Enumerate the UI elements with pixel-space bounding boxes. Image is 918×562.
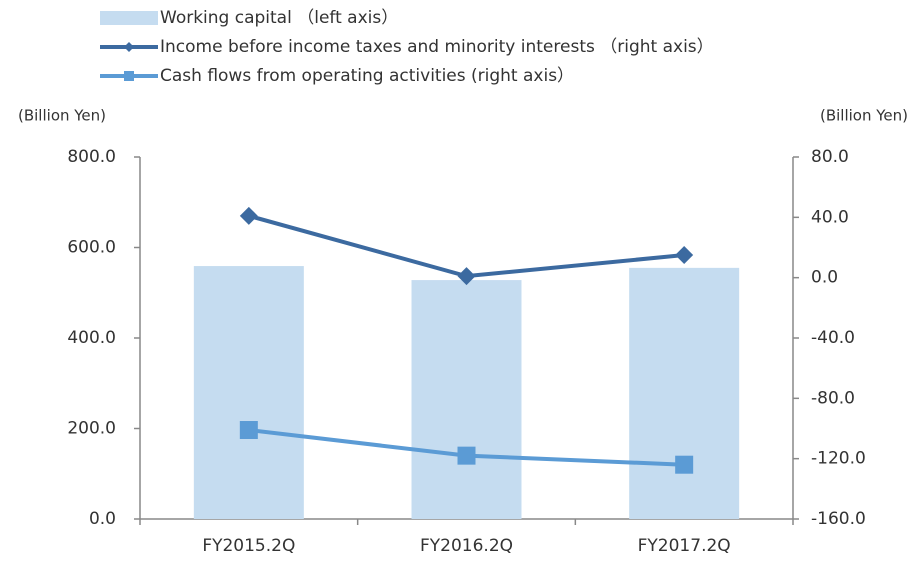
y2-tick-label: 80.0 [811, 147, 849, 167]
y-tick-label: 400.0 [67, 328, 116, 348]
y2-tick-label: 40.0 [811, 207, 849, 227]
y-tick-label: 800.0 [67, 147, 116, 167]
y2-tick-label: -120.0 [811, 449, 866, 469]
bar [629, 267, 740, 519]
y-tick-label: 0.0 [89, 509, 116, 529]
legend-label: Income before income taxes and minority … [160, 37, 714, 57]
x-tick-label: FY2017.2Q [638, 536, 731, 556]
y2-tick-label: -40.0 [811, 328, 855, 348]
bar [193, 266, 304, 519]
y2-axis-label: (Billion Yen) [820, 107, 908, 125]
point [239, 206, 258, 225]
legend-swatch [100, 11, 158, 25]
point [675, 246, 694, 265]
legend-marker [124, 71, 134, 81]
y-tick-label: 200.0 [67, 419, 116, 439]
line [248, 213, 685, 279]
x-tick-label: FY2016.2Q [420, 536, 513, 556]
y2-tick-label: -80.0 [811, 388, 855, 408]
legend-label: Working capital （left axis） [160, 8, 398, 28]
point [239, 421, 258, 440]
y2-tick-label: -160.0 [811, 509, 866, 529]
point [457, 267, 476, 286]
bar [411, 280, 522, 519]
point [457, 446, 476, 465]
y-tick-label: 600.0 [67, 238, 116, 258]
point [675, 455, 694, 474]
legend-label: Cash flows from operating activities (ri… [160, 66, 574, 86]
x-tick-label: FY2015.2Q [202, 536, 295, 556]
legend-marker [124, 42, 134, 52]
y-axis-label: (Billion Yen) [18, 107, 106, 125]
y2-tick-label: 0.0 [811, 268, 838, 288]
